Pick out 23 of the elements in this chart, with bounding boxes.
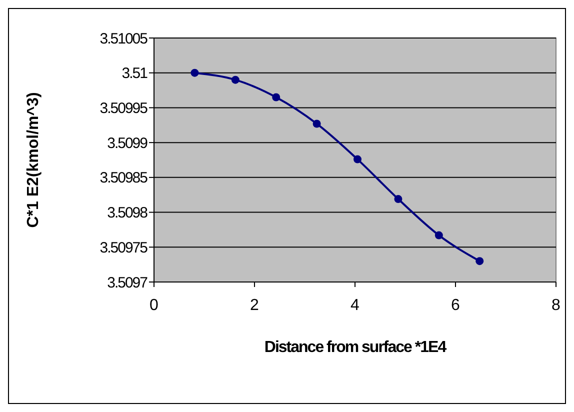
point: [354, 155, 362, 164]
x-tick-label: 8: [552, 297, 561, 314]
x-axis-title: Distance from surface *1E4: [264, 339, 447, 356]
x-tick-label: 0: [150, 297, 159, 314]
x-tick-label: 2: [250, 297, 260, 314]
y-tick-label: 3.50995: [100, 100, 148, 117]
x-tick-label: 6: [451, 297, 460, 314]
point: [394, 195, 402, 204]
point: [434, 231, 443, 240]
y-tick-label: 3.5099: [107, 134, 148, 152]
y-tick-label: 3.51: [122, 65, 148, 82]
y-tick-label: 3.50985: [100, 170, 148, 187]
y-axis-title: C*1 E2(kmol/m^3): [25, 92, 42, 228]
y-tick-label: 3.51005: [100, 30, 148, 48]
point: [272, 93, 280, 102]
x-tick-label: 4: [350, 297, 360, 314]
y-tick-label: 3.50975: [100, 239, 148, 256]
point: [476, 257, 484, 266]
y-tick-label: 3.5098: [107, 204, 148, 222]
point: [312, 120, 321, 128]
point: [231, 76, 240, 84]
y-tick-label: 3.5097: [107, 274, 148, 292]
point: [190, 68, 199, 77]
